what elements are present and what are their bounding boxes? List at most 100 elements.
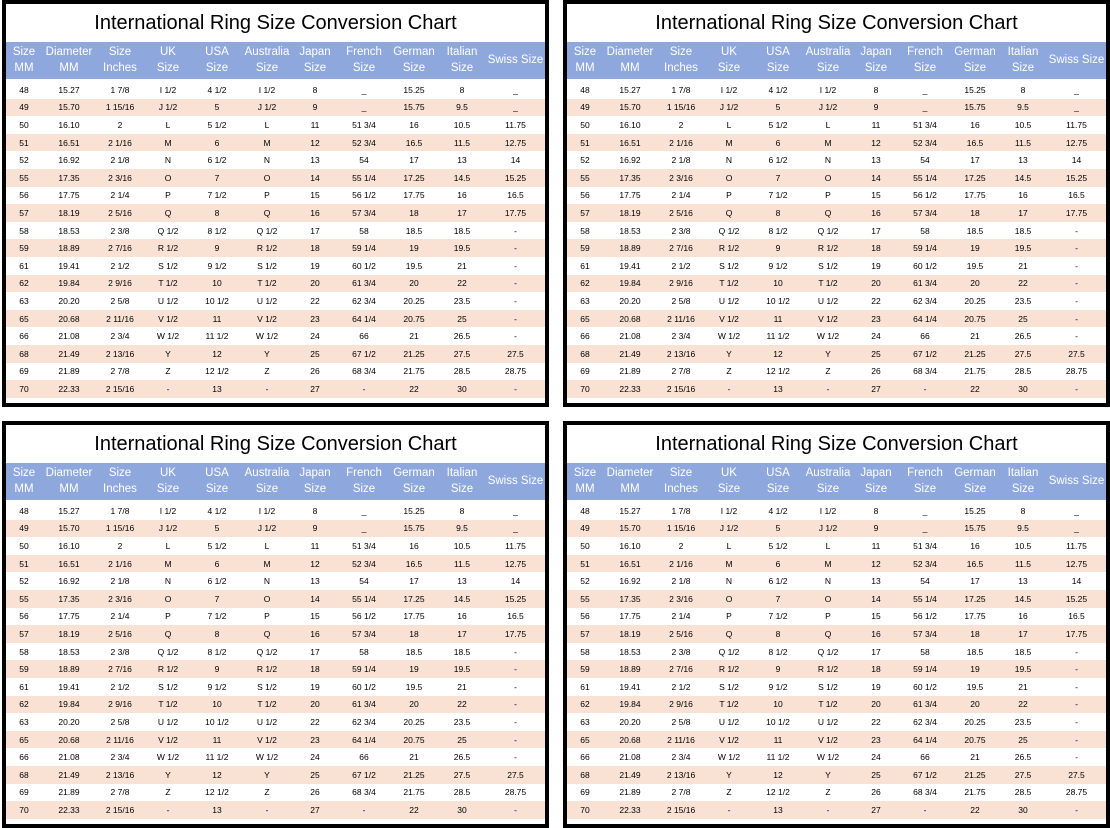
- table-cell: 55: [567, 168, 603, 187]
- column-header: Diameter MM: [603, 42, 657, 81]
- column-header-line: Italian: [1007, 467, 1039, 479]
- table-cell: 28.75: [1047, 362, 1106, 381]
- table-cell: 15.25: [951, 80, 999, 99]
- table-cell: 13: [753, 380, 803, 398]
- table-cell: -: [486, 256, 545, 275]
- table-cell: 12: [753, 344, 803, 363]
- table-cell: 18: [390, 204, 438, 222]
- table-cell: 1 7/8: [657, 80, 705, 99]
- table-cell: 12 1/2: [192, 362, 242, 381]
- table-cell: -: [705, 801, 753, 819]
- table-cell: 25: [438, 309, 486, 328]
- table-cell: 11: [192, 309, 242, 328]
- column-header-line: USA: [205, 46, 229, 58]
- table-cell: Q 1/2: [144, 221, 192, 240]
- table-cell: 21.89: [42, 362, 96, 381]
- table-cell: 11.5: [438, 554, 486, 573]
- column-header-line: MM: [59, 483, 79, 495]
- table-cell: L: [705, 116, 753, 134]
- column-header: Italian Size: [438, 463, 486, 502]
- table-cell: 17.75: [42, 607, 96, 626]
- table-cell: 51 3/4: [899, 537, 951, 555]
- table-cell: 9.5: [438, 98, 486, 117]
- table-cell: 11 1/2: [192, 748, 242, 766]
- table-cell: R 1/2: [144, 239, 192, 257]
- table-cell: 2 5/8: [96, 292, 144, 310]
- table-cell: Z: [705, 783, 753, 802]
- table-cell: 21.25: [951, 765, 999, 784]
- table-cell: -: [1047, 239, 1106, 257]
- table-cell: 2 5/16: [657, 204, 705, 222]
- table-cell: Q: [803, 204, 853, 222]
- table-cell: _: [899, 98, 951, 117]
- table-cell: 5: [192, 519, 242, 538]
- table-cell: 2 1/4: [657, 186, 705, 205]
- table-cell: 65: [567, 730, 603, 749]
- table-cell: 20.25: [390, 713, 438, 731]
- table-cell: 52 3/4: [338, 133, 390, 152]
- table-cell: 8: [438, 80, 486, 99]
- table-cell: N: [705, 151, 753, 169]
- column-header-line: UK: [721, 46, 737, 58]
- table-cell: 22: [951, 380, 999, 398]
- column-header-line: Size: [303, 483, 327, 495]
- table-cell: 19.84: [603, 695, 657, 714]
- table-row: 49 15.70 1 15/16 J 1/2 5 J 1/2 9 _ 15.75 9.5 _: [567, 98, 1106, 117]
- table-cell: 20.20: [42, 713, 96, 731]
- table-cell: 60 1/2: [899, 256, 951, 275]
- table-cell: 64 1/4: [899, 730, 951, 749]
- column-header: French Size: [899, 463, 951, 502]
- table-cell: M: [144, 133, 192, 152]
- column-header: USA Size: [753, 463, 803, 502]
- table-cell: Q: [705, 625, 753, 643]
- table-cell: R 1/2: [242, 239, 292, 257]
- table-cell: T 1/2: [705, 695, 753, 714]
- table-cell: 70: [567, 801, 603, 819]
- column-header: German Size: [390, 42, 438, 81]
- table-cell: 20: [951, 695, 999, 714]
- column-header-line: Italian: [1007, 46, 1039, 58]
- table-cell: 12: [753, 765, 803, 784]
- table-row: 49 15.70 1 15/16 J 1/2 5 J 1/2 9 _ 15.75 9.5 _: [6, 519, 545, 538]
- table-cell: 57: [6, 625, 42, 643]
- table-cell: 30: [438, 380, 486, 398]
- table-cell: N: [803, 151, 853, 169]
- table-cell: 66: [899, 748, 951, 766]
- column-header-line: Swiss Size: [1048, 54, 1105, 66]
- table-cell: 14: [1047, 151, 1106, 169]
- table-cell: P: [705, 607, 753, 626]
- table-cell: 17: [438, 204, 486, 222]
- table-cell: 2 5/8: [657, 292, 705, 310]
- column-header-line: Size: [913, 483, 937, 495]
- table-cell: 2 5/8: [657, 713, 705, 731]
- table-cell: 13: [853, 151, 899, 169]
- table-cell: 22: [292, 292, 338, 310]
- column-header-line: Size: [913, 62, 937, 74]
- table-cell: 16.51: [42, 133, 96, 152]
- table-cell: 2 3/16: [96, 168, 144, 187]
- table-cell: 5: [192, 98, 242, 117]
- table-cell: 21.08: [42, 327, 96, 345]
- table-cell: 64 1/4: [899, 309, 951, 328]
- table-cell: -: [803, 801, 853, 819]
- table-cell: 19.5: [390, 256, 438, 275]
- column-header: Japan Size: [853, 42, 899, 81]
- table-cell: -: [1047, 380, 1106, 398]
- table-cell: 49: [567, 98, 603, 117]
- table-cell: 21.08: [42, 748, 96, 766]
- table-cell: 10 1/2: [192, 713, 242, 731]
- column-header: Australia Size: [242, 42, 292, 81]
- table-cell: I 1/2: [242, 80, 292, 99]
- table-cell: 17.25: [390, 589, 438, 608]
- table-cell: 15.70: [603, 98, 657, 117]
- table-cell: 10: [192, 274, 242, 293]
- table-row: 50 16.10 2 L 5 1/2 L 11 51 3/4 16 10.5 11.75: [567, 116, 1106, 134]
- table-cell: 25: [853, 765, 899, 784]
- table-cell: 24: [292, 327, 338, 345]
- table-cell: 15: [292, 607, 338, 626]
- table-cell: 68 3/4: [338, 362, 390, 381]
- table-cell: 11: [292, 116, 338, 134]
- table-row: 69 21.89 2 7/8 Z 12 1/2 Z 26 68 3/4 21.75 28.5 28.…: [6, 362, 545, 381]
- table-cell: 11: [853, 537, 899, 555]
- ring-size-chart-panel: International Ring Size Conversion Chart…: [2, 0, 549, 407]
